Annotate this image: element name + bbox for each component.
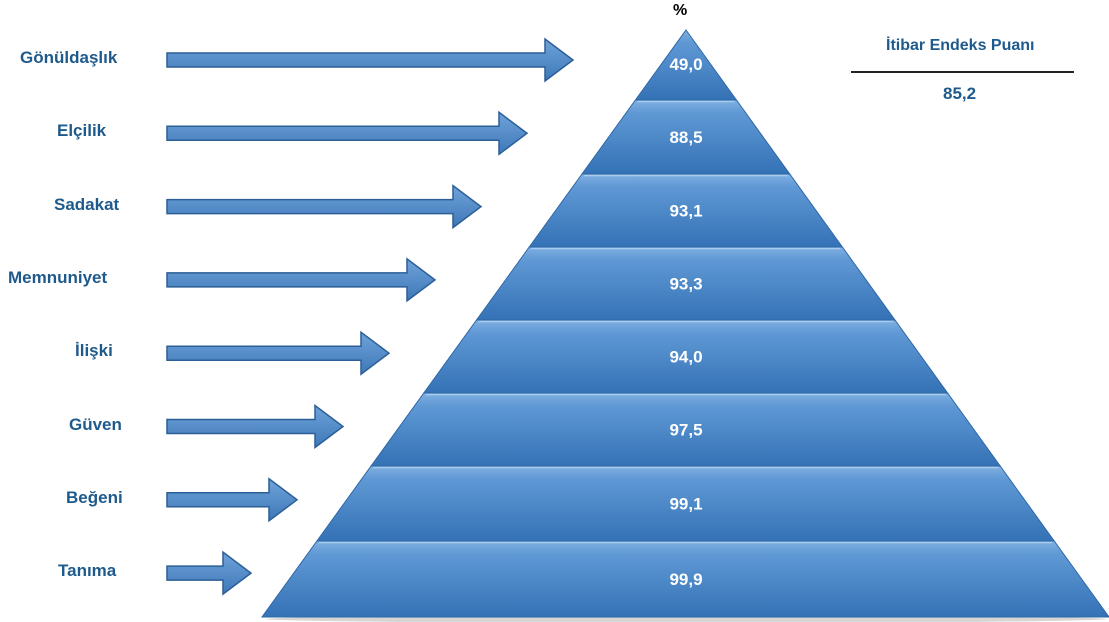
level-value: 93,3 [669, 275, 702, 294]
level-arrow [166, 330, 391, 376]
score-divider [851, 71, 1074, 73]
level-arrow [166, 257, 437, 303]
level-value: 99,1 [669, 495, 702, 514]
unit-symbol: % [673, 2, 688, 19]
level-label: Güven [69, 414, 122, 434]
score-value: 85,2 [943, 84, 977, 103]
level-arrow [166, 110, 529, 156]
level-arrow [166, 477, 299, 523]
level-label: İlişki [75, 341, 113, 361]
level-arrow [166, 550, 253, 596]
level-value: 49,0 [669, 55, 702, 74]
level-value: 88,5 [669, 128, 702, 147]
level-value: 94,0 [669, 348, 702, 367]
level-label: Memnuniyet [8, 267, 108, 287]
level-arrow [166, 404, 345, 449]
level-value: 93,1 [669, 202, 702, 221]
level-label: Tanıma [58, 561, 117, 581]
pyramid-band [261, 540, 1109, 618]
level-arrow [166, 184, 483, 230]
level-label: Beğeni [66, 487, 123, 507]
level-value: 97,5 [669, 421, 702, 440]
level-label: Sadakat [54, 194, 120, 214]
level-label: Gönüldaşlık [20, 48, 118, 67]
level-label: Elçilik [57, 121, 107, 141]
score-title: İtibar Endeks Puanı [886, 37, 1035, 54]
level-value: 99,9 [669, 570, 702, 589]
level-arrow [166, 37, 575, 83]
